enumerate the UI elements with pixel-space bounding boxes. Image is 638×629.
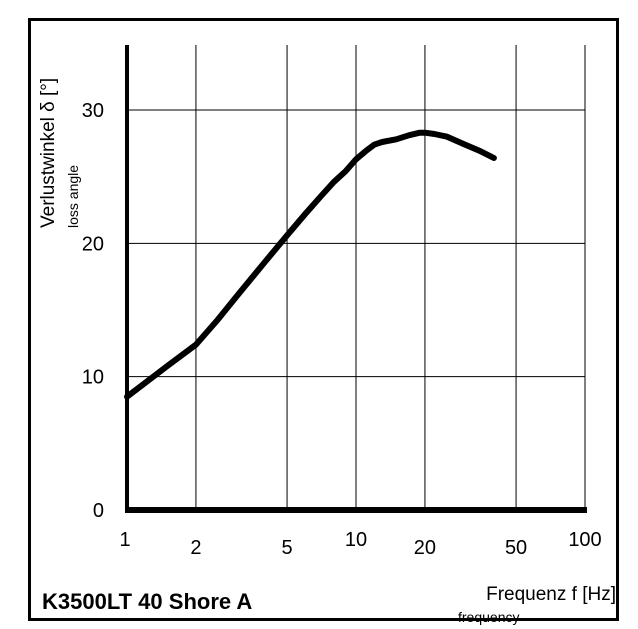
y-axis-sublabel: loss angle <box>65 165 81 228</box>
y-tick-labels: 0 10 20 30 <box>82 100 104 522</box>
chart-frame <box>28 18 619 621</box>
x-tick-label-20: 20 <box>414 537 436 559</box>
y-axis-label: Verlustwinkel δ [°] <box>38 78 59 228</box>
chart-title: K3500LT 40 Shore A <box>42 589 252 614</box>
x-axis-sublabel: frequency <box>458 609 519 625</box>
x-tick-label-2: 2 <box>190 537 201 559</box>
x-tick-label-50: 50 <box>505 537 527 559</box>
x-tick-label-100: 100 <box>568 529 601 551</box>
y-tick-label-30: 30 <box>82 100 104 122</box>
y-tick-label-20: 20 <box>82 233 104 255</box>
y-tick-label-0: 0 <box>93 500 104 522</box>
x-tick-label-10: 10 <box>345 529 367 551</box>
x-tick-label-1: 1 <box>119 529 130 551</box>
x-tick-label-5: 5 <box>282 537 293 559</box>
grid <box>127 45 586 510</box>
y-tick-label-10: 10 <box>82 367 104 389</box>
axes <box>125 45 587 513</box>
x-axis-label: Frequenz f [Hz] <box>486 584 616 605</box>
x-tick-labels: 1 2 5 10 20 50 100 <box>119 529 601 559</box>
series-line-0 <box>124 129 497 400</box>
series-group <box>124 129 497 400</box>
